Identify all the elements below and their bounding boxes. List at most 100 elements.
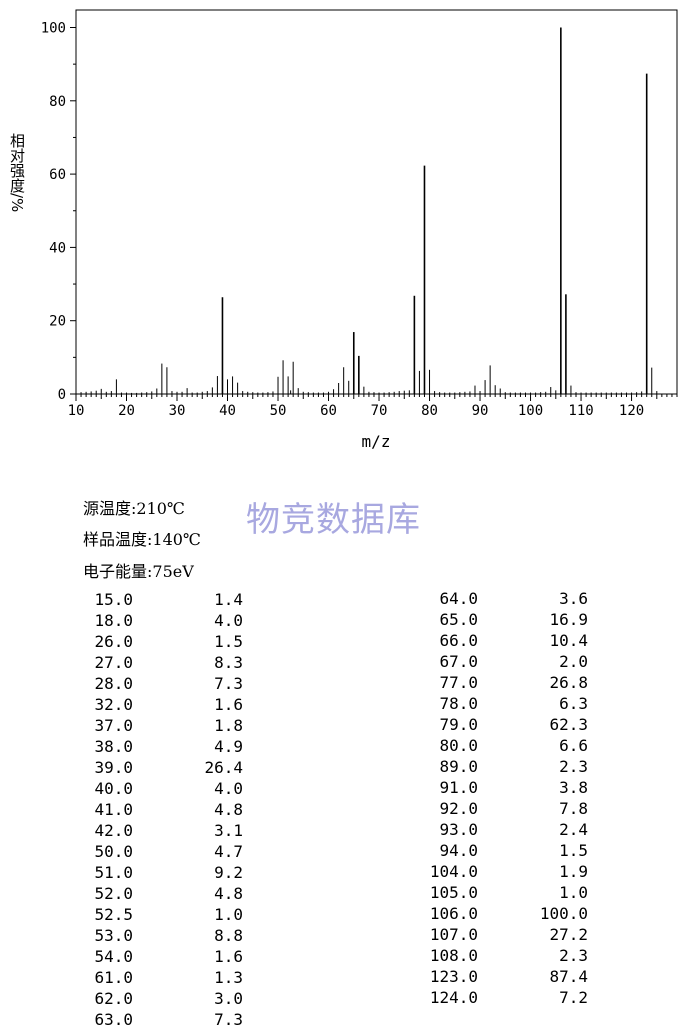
intensity-value: 62.3 (549, 715, 588, 734)
table-row: 39.0 26.4 (0, 758, 687, 779)
table-row: 38.0 4.9 (0, 737, 687, 758)
x-tick-label: 80 (421, 403, 438, 419)
table-row: 93.0 2.4 (0, 820, 687, 841)
x-axis: 10 20 30 40 50 60 70 80 90 100 110 120 (68, 394, 678, 419)
y-tick-label: 80 (49, 94, 66, 110)
table-row: 108.0 2.3 (0, 946, 687, 967)
y-tick-label: 40 (49, 240, 66, 256)
intensity-value: 7.2 (559, 988, 588, 1007)
table-row: 64.0 3.6 (0, 589, 687, 610)
plot-frame (75, 9, 678, 395)
intensity-value: 9.2 (214, 863, 243, 882)
mz-value: 27.0 (94, 653, 133, 672)
mz-value: 123.0 (429, 967, 478, 986)
intensity-value: 2.3 (559, 757, 588, 776)
y-tick-label: 100 (41, 21, 66, 37)
mz-value: 61.0 (94, 968, 133, 987)
table-row: 40.0 4.0 (0, 779, 687, 800)
table-row: 52.0 4.8 (0, 884, 687, 905)
table-row: 15.0 1.4 (0, 590, 687, 611)
table-row: 42.0 3.1 (0, 821, 687, 842)
table-row: 37.0 1.8 (0, 716, 687, 737)
table-row: 80.0 6.6 (0, 736, 687, 757)
table-row: 41.0 4.8 (0, 800, 687, 821)
table-row: 123.0 87.4 (0, 967, 687, 988)
x-tick-label: 90 (472, 403, 489, 419)
mz-value: 104.0 (429, 862, 478, 881)
intensity-value: 100.0 (539, 904, 588, 923)
mz-value: 50.0 (94, 842, 133, 861)
mz-value: 124.0 (429, 988, 478, 1007)
mz-value: 26.0 (94, 632, 133, 651)
intensity-value: 1.0 (559, 883, 588, 902)
table-row: 62.0 3.0 (0, 989, 687, 1010)
mz-value: 108.0 (429, 946, 478, 965)
x-tick-label: 100 (518, 403, 543, 419)
table-row: 26.0 1.5 (0, 632, 687, 653)
table-row: 107.0 27.2 (0, 925, 687, 946)
table-row: 67.0 2.0 (0, 652, 687, 673)
x-tick-label: 50 (270, 403, 287, 419)
intensity-value: 8.3 (214, 653, 243, 672)
intensity-value: 1.9 (559, 862, 588, 881)
y-axis-label: 相对强度/% (8, 133, 26, 212)
mz-value: 106.0 (429, 904, 478, 923)
mz-value: 40.0 (94, 779, 133, 798)
table-row: 63.0 7.3 (0, 1010, 687, 1031)
intensity-value: 26.4 (204, 758, 243, 777)
table-row: 94.0 1.5 (0, 841, 687, 862)
intensity-value: 6.6 (559, 736, 588, 755)
mass-spectrum-chart: 0 20 40 60 80 100 10 20 30 40 50 60 70 80 90 100 110 120… (8, 9, 678, 451)
mz-value: 92.0 (439, 799, 478, 818)
watermark-text: 物竞数据库 (246, 500, 421, 540)
table-row: 92.0 7.8 (0, 799, 687, 820)
mz-value: 54.0 (94, 947, 133, 966)
intensity-value: 4.9 (214, 737, 243, 756)
table-row: 18.0 4.0 (0, 611, 687, 632)
intensity-value: 1.5 (214, 632, 243, 651)
intensity-value: 3.8 (559, 778, 588, 797)
mz-value: 52.0 (94, 884, 133, 903)
intensity-value: 1.0 (214, 905, 243, 924)
intensity-value: 1.3 (214, 968, 243, 987)
mz-value: 32.0 (94, 695, 133, 714)
intensity-value: 26.8 (549, 673, 588, 692)
table-row: 124.0 7.2 (0, 988, 687, 1009)
mz-value: 37.0 (94, 716, 133, 735)
intensity-value: 3.1 (214, 821, 243, 840)
mz-value: 28.0 (94, 674, 133, 693)
sample-temperature: 样品温度:140℃ (83, 530, 201, 549)
table-row: 89.0 2.3 (0, 757, 687, 778)
mz-value: 78.0 (439, 694, 478, 713)
table-row: 27.0 8.3 (0, 653, 687, 674)
mz-value: 53.0 (94, 926, 133, 945)
mz-value: 39.0 (94, 758, 133, 777)
x-tick-label: 60 (320, 403, 337, 419)
intensity-value: 87.4 (549, 967, 588, 986)
x-tick-label: 20 (118, 403, 135, 419)
x-tick-label: 40 (219, 403, 236, 419)
table-row: 32.0 1.6 (0, 695, 687, 716)
electron-energy: 电子能量:75eV (83, 562, 194, 581)
intensity-value: 2.3 (559, 946, 588, 965)
x-tick-label: 70 (371, 403, 388, 419)
peak-bars (80, 27, 658, 394)
mz-value: 41.0 (94, 800, 133, 819)
mz-value: 62.0 (94, 989, 133, 1008)
mz-value: 42.0 (94, 821, 133, 840)
table-row: 53.0 8.8 (0, 926, 687, 947)
table-row: 105.0 1.0 (0, 883, 687, 904)
mz-value: 77.0 (439, 673, 478, 692)
mz-value: 64.0 (439, 589, 478, 608)
mz-value: 105.0 (429, 883, 478, 902)
source-temperature: 源温度:210℃ (83, 499, 185, 518)
intensity-value: 27.2 (549, 925, 588, 944)
mz-value: 80.0 (439, 736, 478, 755)
table-row: 66.0 10.4 (0, 631, 687, 652)
x-tick-label: 30 (169, 403, 186, 419)
y-tick-label: 20 (49, 314, 66, 330)
intensity-value: 7.3 (214, 674, 243, 693)
table-row: 91.0 3.8 (0, 778, 687, 799)
mz-value: 38.0 (94, 737, 133, 756)
mz-value: 79.0 (439, 715, 478, 734)
